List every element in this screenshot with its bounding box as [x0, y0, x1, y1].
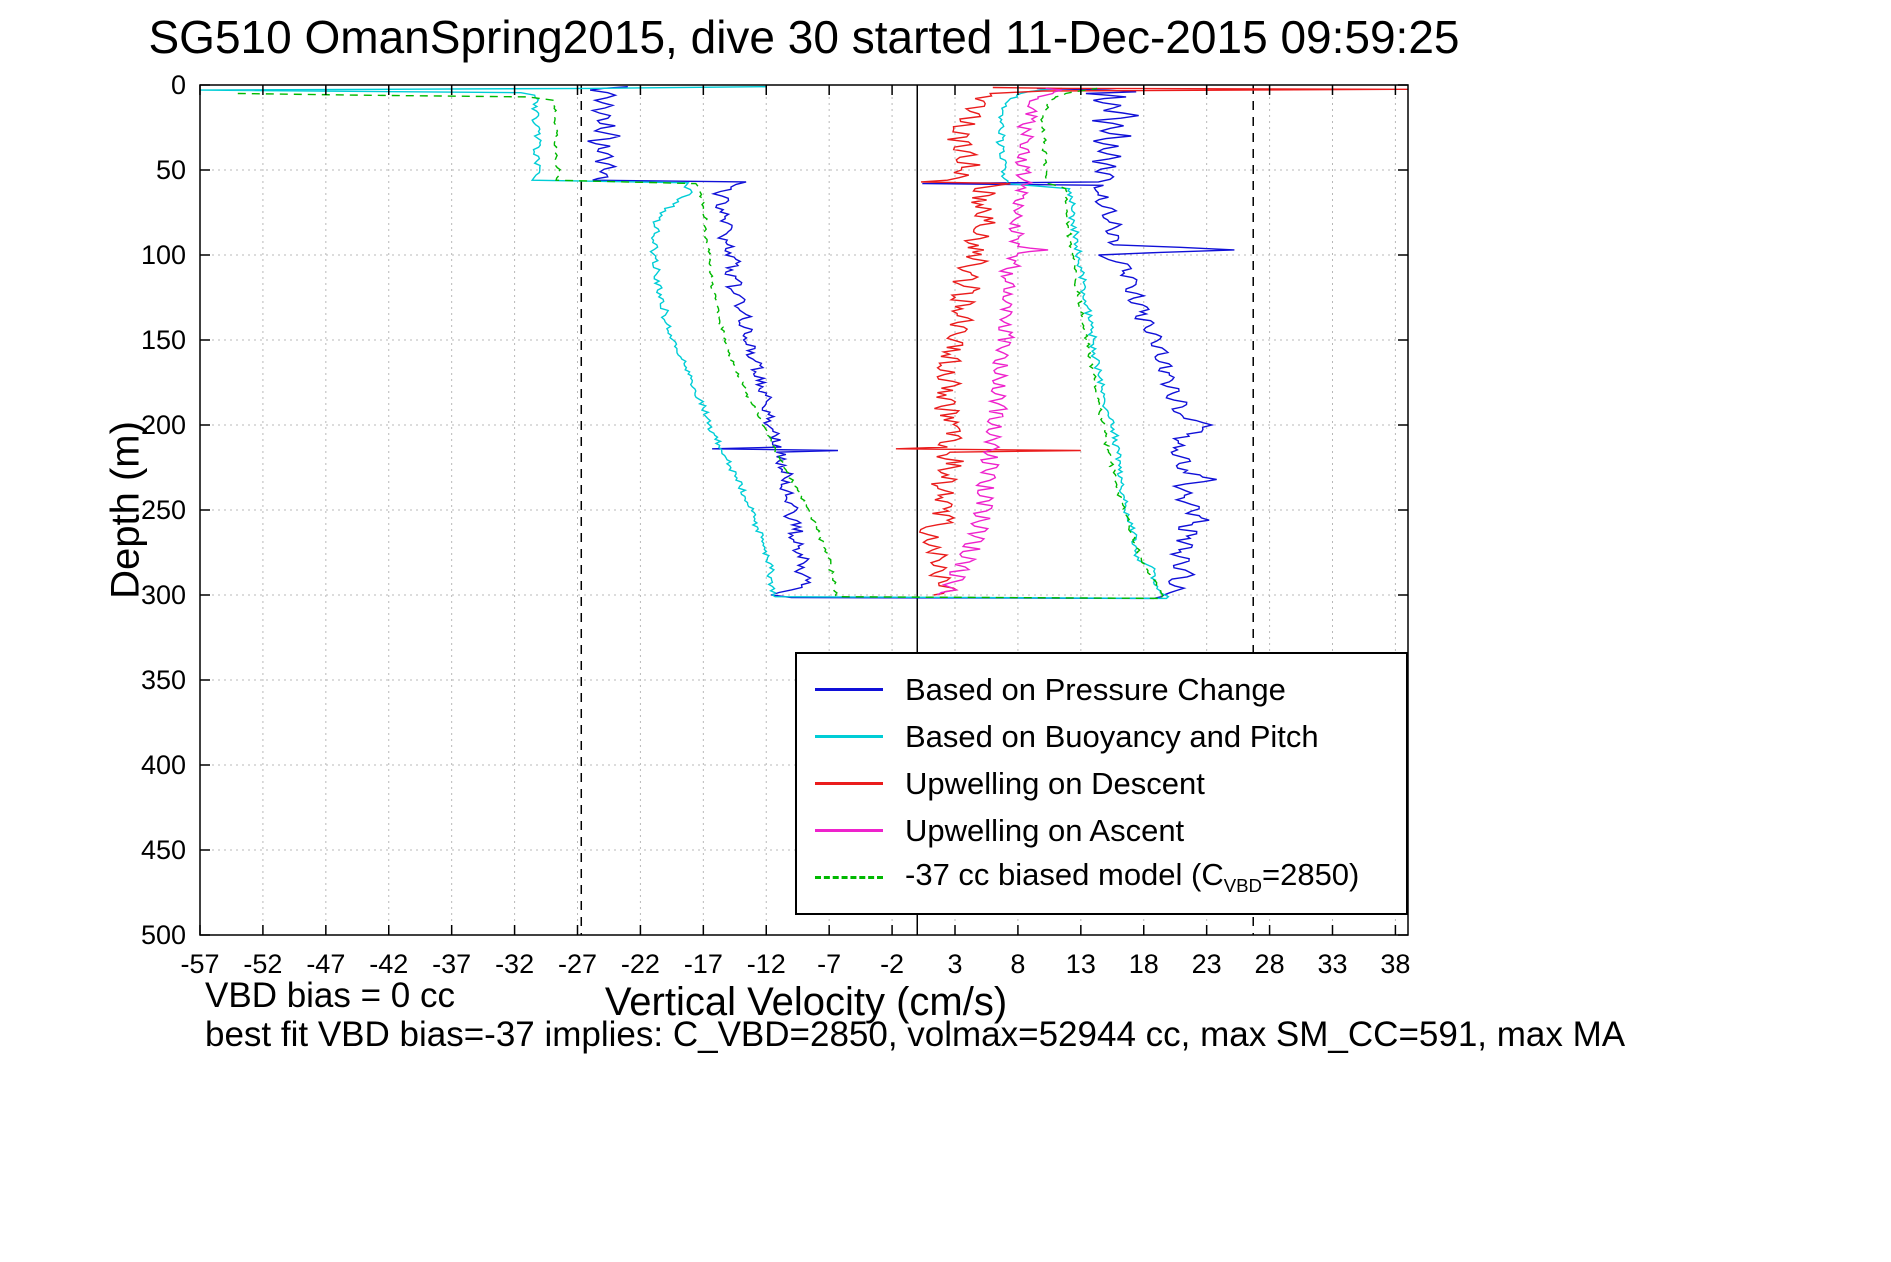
legend-item-label: -37 cc biased model (CVBD=2850) [905, 857, 1360, 897]
svg-text:250: 250 [141, 495, 186, 525]
svg-text:100: 100 [141, 240, 186, 270]
svg-text:-27: -27 [558, 949, 597, 979]
svg-text:-2: -2 [880, 949, 904, 979]
svg-text:-47: -47 [306, 949, 345, 979]
legend-item-label: Based on Pressure Change [905, 671, 1286, 707]
svg-text:350: 350 [141, 665, 186, 695]
legend-line-sample [815, 876, 883, 879]
svg-text:23: 23 [1192, 949, 1222, 979]
svg-text:-17: -17 [684, 949, 723, 979]
svg-text:-57: -57 [180, 949, 219, 979]
svg-text:-52: -52 [243, 949, 282, 979]
svg-text:400: 400 [141, 750, 186, 780]
svg-text:8: 8 [1010, 949, 1025, 979]
legend-item: Upwelling on Descent [815, 760, 1406, 807]
svg-text:18: 18 [1129, 949, 1159, 979]
series-line-2 [895, 86, 1409, 596]
svg-text:-22: -22 [621, 949, 660, 979]
svg-text:38: 38 [1380, 949, 1410, 979]
svg-text:-37: -37 [432, 949, 471, 979]
series-line-3 [937, 87, 1063, 596]
svg-text:-7: -7 [817, 949, 841, 979]
legend-line-sample [815, 735, 883, 738]
svg-text:450: 450 [141, 835, 186, 865]
svg-text:300: 300 [141, 580, 186, 610]
legend: Based on Pressure Change Based on Buoyanc… [795, 652, 1408, 915]
svg-text:13: 13 [1066, 949, 1096, 979]
y-axis-label: Depth (m) [103, 421, 148, 599]
series-line-4 [237, 87, 1164, 600]
svg-text:-12: -12 [747, 949, 786, 979]
legend-item: Based on Buoyancy and Pitch [815, 713, 1406, 760]
chart-title: SG510 OmanSpring2015, dive 30 started 11… [148, 11, 1460, 63]
legend-line-sample [815, 688, 883, 691]
legend-item: -37 cc biased model (CVBD=2850) [815, 854, 1406, 901]
svg-text:50: 50 [156, 155, 186, 185]
x-axis-label: Vertical Velocity (cm/s) [604, 980, 1008, 1024]
x-tick-labels: -57 -52 -47 -42 -37 -32 -27 -22 -17 -12 -7 -2 3 8 13 18… [180, 949, 1410, 979]
tick-marks [199, 84, 1408, 936]
best-fit-annotation: best fit VBD bias=-37 implies: C_VBD=285… [205, 1015, 1626, 1054]
svg-text:200: 200 [141, 410, 186, 440]
vbd-bias-annotation: VBD bias = 0 cc [205, 976, 455, 1015]
legend-line-sample [815, 782, 883, 785]
svg-text:3: 3 [947, 949, 962, 979]
legend-line-sample [815, 829, 883, 832]
svg-text:-32: -32 [495, 949, 534, 979]
legend-item-label: Upwelling on Ascent [905, 812, 1185, 848]
series-line-1 [199, 86, 1170, 600]
legend-item-label: Upwelling on Descent [905, 765, 1205, 801]
legend-item-label: Based on Buoyancy and Pitch [905, 718, 1319, 754]
y-tick-labels: 0 50 100 150 200 250 300 350 400 450 500 [141, 70, 186, 950]
svg-text:28: 28 [1255, 949, 1285, 979]
svg-text:500: 500 [141, 920, 186, 950]
series-line-0 [587, 86, 1235, 600]
svg-text:-42: -42 [369, 949, 408, 979]
svg-text:0: 0 [171, 70, 186, 100]
svg-text:150: 150 [141, 325, 186, 355]
legend-item: Upwelling on Ascent [815, 807, 1406, 854]
legend-item: Based on Pressure Change [815, 666, 1406, 713]
svg-text:33: 33 [1317, 949, 1347, 979]
